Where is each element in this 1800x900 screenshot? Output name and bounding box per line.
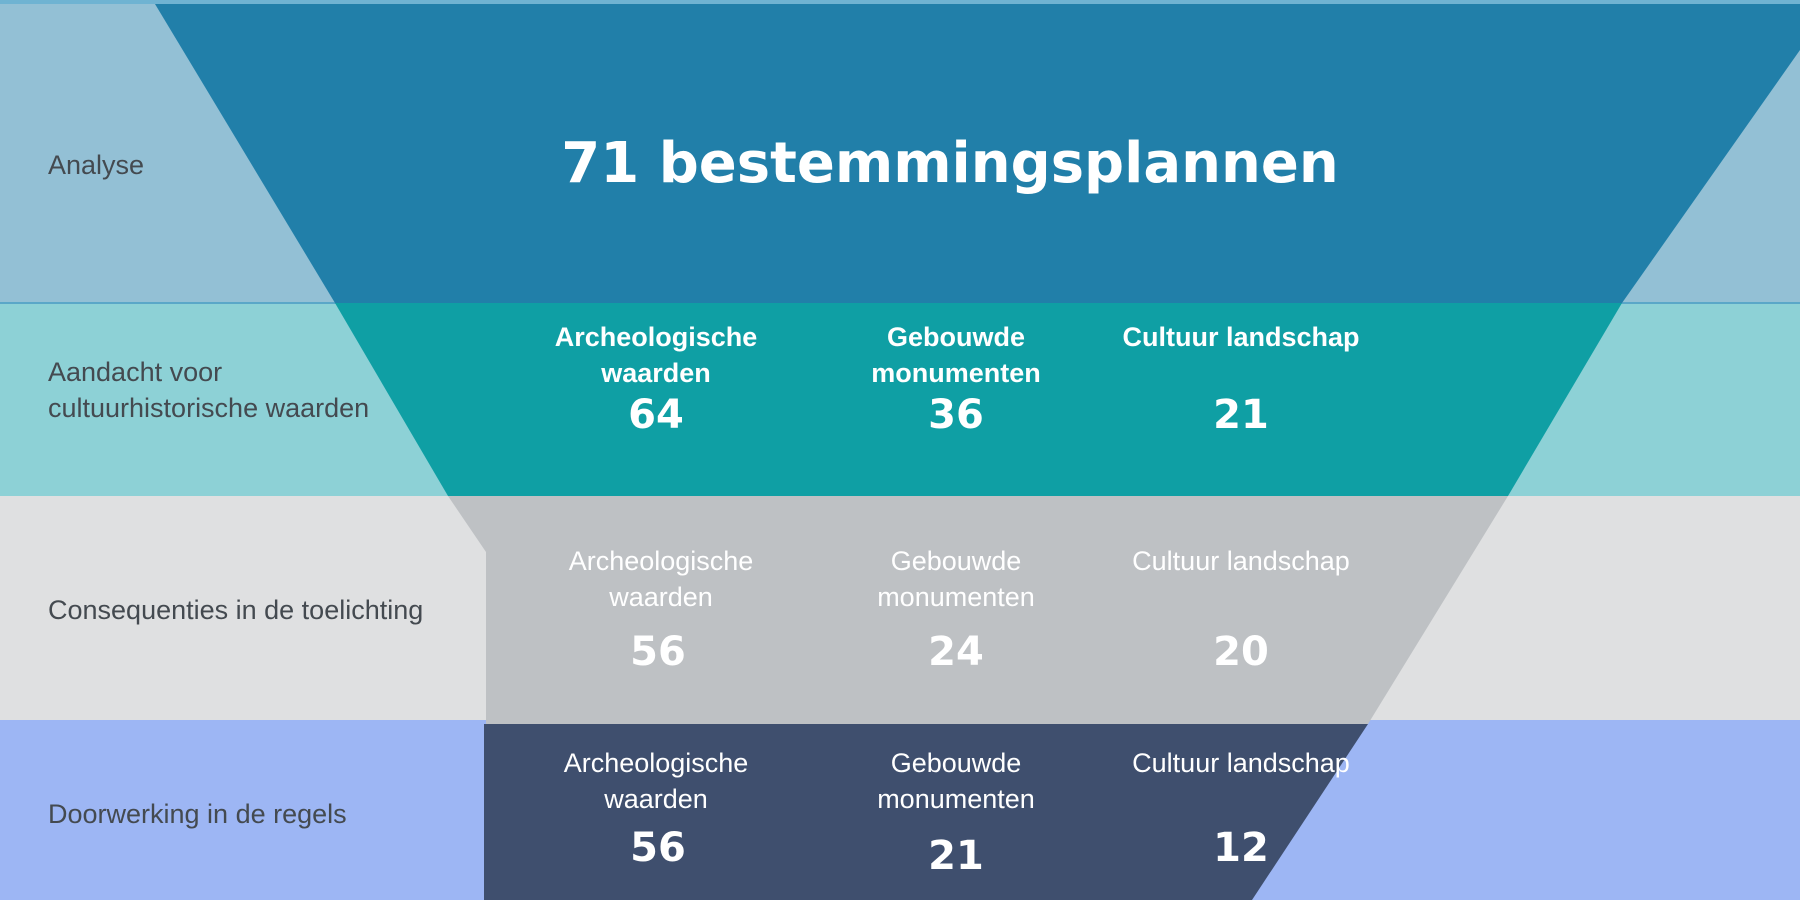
value-doorwerking-archeologisch: 56 xyxy=(630,825,686,871)
funnel-segment-consequenties xyxy=(448,496,1508,724)
category-label-archeologisch: Archeologische waarden xyxy=(554,322,758,388)
category-label-gebouwd: Gebouwde monumenten xyxy=(877,748,1035,814)
category-label-gebouwd: Gebouwde monumenten xyxy=(877,546,1035,612)
value-consequenties-gebouwd: 24 xyxy=(928,629,984,675)
value-consequenties-landschap: 20 xyxy=(1213,629,1269,675)
category-label-landschap: Cultuur landschap xyxy=(1132,546,1350,576)
funnel-segment-analyse xyxy=(155,4,1800,303)
category-label-archeologisch: Archeologische waarden xyxy=(563,748,749,814)
value-doorwerking-landschap: 12 xyxy=(1213,825,1269,871)
stage-label-consequenties: Consequenties in de toelichting xyxy=(48,595,424,625)
stage-label-aandacht: Aandacht voor cultuurhistorische waarden xyxy=(48,357,370,423)
category-label-archeologisch: Archeologische waarden xyxy=(568,546,754,612)
category-label-gebouwd: Gebouwde monumenten xyxy=(871,322,1041,388)
value-aandacht-landschap: 21 xyxy=(1213,392,1269,438)
headline-total: 71 bestemmingsplannen xyxy=(561,131,1339,196)
value-aandacht-archeologisch: 64 xyxy=(628,392,684,438)
stage-label-doorwerking: Doorwerking in de regels xyxy=(48,799,347,829)
category-label-landschap: Cultuur landschap xyxy=(1132,748,1350,778)
funnel-segment-aandacht xyxy=(335,303,1622,496)
category-label-landschap: Cultuur landschap xyxy=(1122,322,1360,352)
value-aandacht-gebouwd: 36 xyxy=(928,392,984,438)
funnel-segment-doorwerking xyxy=(484,724,1368,900)
stage-label-analyse: Analyse xyxy=(48,150,145,180)
value-consequenties-archeologisch: 56 xyxy=(630,629,686,675)
value-doorwerking-gebouwd: 21 xyxy=(928,833,984,879)
